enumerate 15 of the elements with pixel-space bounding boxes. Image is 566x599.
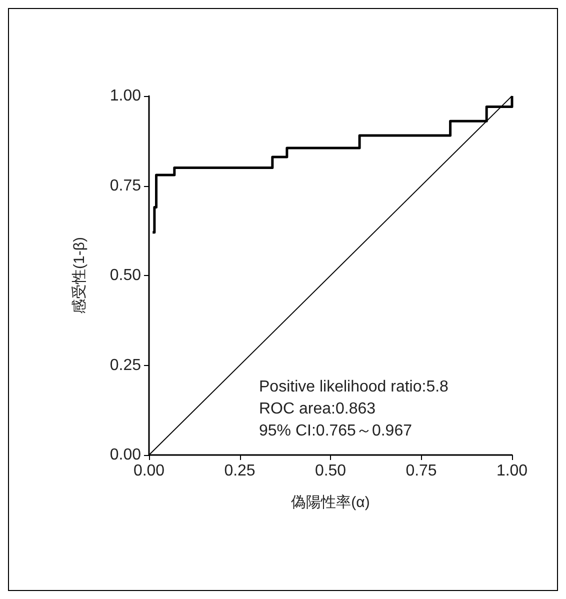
x-tick-label: 0.00 [133,462,165,480]
y-tick-label: 0.25 [110,356,142,374]
annotation: ROC area:0.863 [259,400,376,418]
y-tick-label: 0.50 [110,267,142,284]
x-tick-label: 1.00 [496,462,528,480]
x-tick-label: 0.75 [406,462,437,480]
x-tick-label: 0.25 [224,462,256,480]
annotation: 95% CI:0.765～0.967 [259,422,412,440]
y-axis-title: 感受性(1-β) [71,237,88,314]
x-tick-label: 0.50 [314,462,346,480]
x-axis-title: 偽陽性率(α) [291,494,370,511]
y-tick-label: 0.00 [110,446,142,464]
annotation: Positive likelihood ratio:5.8 [259,378,449,396]
y-tick-label: 1.00 [110,88,142,104]
y-tick-label: 0.75 [110,177,142,194]
